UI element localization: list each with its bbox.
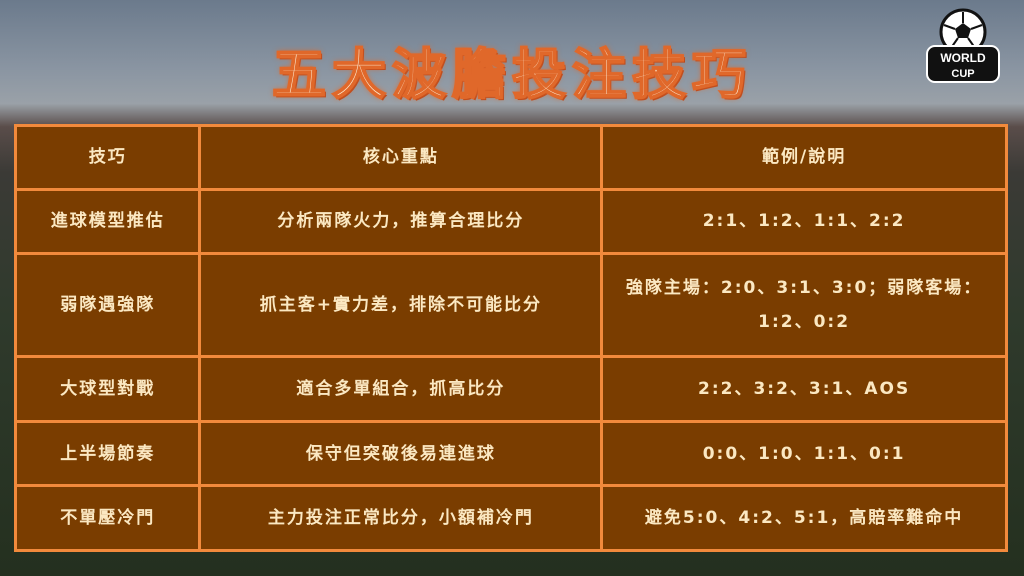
header-cell: 技巧: [13, 124, 202, 191]
tip-cell: 上半場節奏: [13, 419, 202, 488]
tip-cell: 進球模型推估: [13, 187, 202, 256]
focus-cell: 分析兩隊火力，推算合理比分: [198, 187, 604, 256]
table-row: 上半場節奏 保守但突破後易連進球 0:0、1:0、1:1、0:1: [13, 419, 1008, 488]
example-cell: 避免5:0、4:2、5:1，高賠率難命中: [600, 484, 1008, 552]
example-cell: 2:2、3:2、3:1、AOS: [600, 355, 1008, 423]
header-cell: 核心重點: [198, 124, 604, 191]
soccer-ball-icon: [939, 8, 987, 56]
tip-cell: 不單壓冷門: [13, 484, 202, 552]
header-cell: 範例/說明: [600, 124, 1008, 191]
page-title: 五大波膽投注技巧: [271, 42, 752, 107]
betting-tips-table: 技巧 核心重點 範例/說明 進球模型推估 分析兩隊火力，推算合理比分 2:1、1…: [13, 124, 1008, 552]
focus-cell: 適合多單組合，抓高比分: [198, 355, 604, 423]
table-row: 大球型對戰 適合多單組合，抓高比分 2:2、3:2、3:1、AOS: [13, 355, 1008, 423]
world-cup-logo: WORLD CUP: [926, 8, 1000, 83]
table-row: 弱隊遇強隊 抓主客+實力差，排除不可能比分 強隊主場：2:0、3:1、3:0；弱…: [13, 252, 1008, 359]
tip-cell: 弱隊遇強隊: [13, 252, 202, 359]
focus-cell: 保守但突破後易連進球: [198, 419, 604, 488]
tip-cell: 大球型對戰: [13, 355, 202, 423]
table-header-row: 技巧 核心重點 範例/說明: [13, 124, 1008, 191]
example-cell: 0:0、1:0、1:1、0:1: [600, 419, 1008, 488]
table-row: 進球模型推估 分析兩隊火力，推算合理比分 2:1、1:2、1:1、2:2: [13, 187, 1008, 256]
svg-text:WORLD: WORLD: [940, 51, 986, 65]
focus-cell: 抓主客+實力差，排除不可能比分: [198, 252, 604, 359]
example-cell: 強隊主場：2:0、3:1、3:0；弱隊客場：1:2、0:2: [600, 252, 1008, 359]
example-cell: 2:1、1:2、1:1、2:2: [600, 187, 1008, 256]
svg-text:CUP: CUP: [951, 68, 974, 80]
table-row: 不單壓冷門 主力投注正常比分，小額補冷門 避免5:0、4:2、5:1，高賠率難命…: [13, 484, 1008, 552]
focus-cell: 主力投注正常比分，小額補冷門: [198, 484, 604, 552]
